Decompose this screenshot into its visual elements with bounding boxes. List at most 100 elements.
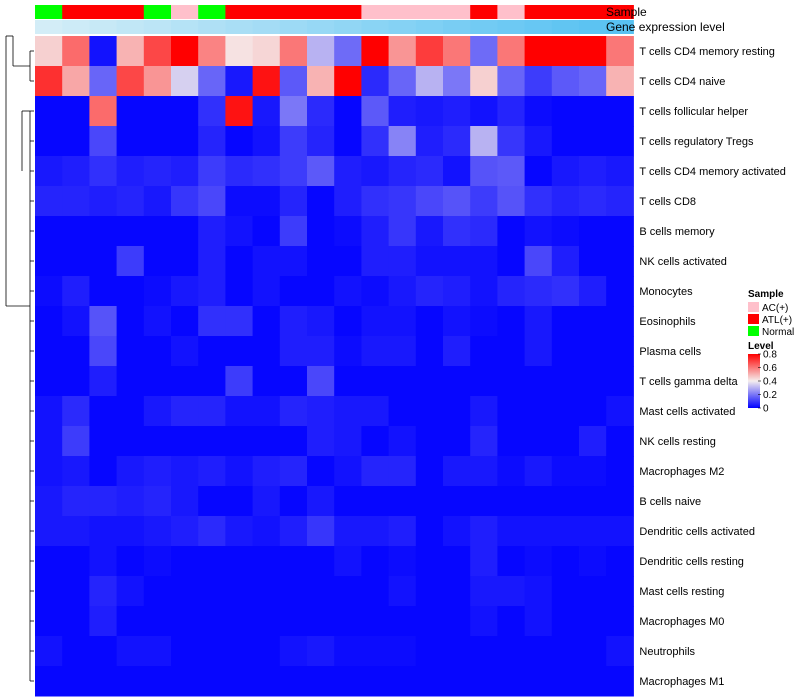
heatmap-cell (579, 276, 607, 307)
heatmap-cell (470, 636, 498, 667)
heatmap-cell (415, 156, 444, 187)
heatmap-cell (579, 126, 607, 157)
heatmap-cell (524, 666, 553, 697)
heatmap-cell (307, 606, 335, 637)
heatmap-cell (143, 456, 172, 487)
gene-annotation-cell (89, 20, 118, 34)
heatmap-cell (62, 486, 90, 517)
heatmap-cell (198, 276, 226, 307)
heatmap-cell (361, 36, 390, 67)
row-label: T cells CD4 memory activated (639, 166, 786, 178)
heatmap-cell (116, 276, 145, 307)
row-labels: T cells CD4 memory resting T cells CD4 na… (639, 46, 786, 688)
heatmap-cell (89, 336, 118, 367)
heatmap-cell (279, 246, 308, 277)
heatmap-cell (497, 246, 526, 277)
heatmap-cell (62, 606, 90, 637)
gene-annotation-cell (579, 20, 607, 34)
heatmap-cell (62, 366, 90, 397)
heatmap-cell (497, 306, 526, 337)
heatmap-cell (198, 516, 226, 547)
heatmap-cell (116, 186, 145, 217)
heatmap-cell (198, 66, 226, 97)
heatmap-cell (171, 216, 199, 247)
heatmap-cell (443, 216, 471, 247)
gene-annotation-cell (334, 20, 362, 34)
heatmap-cell (551, 456, 580, 487)
heatmap-cell (89, 246, 118, 277)
heatmap-cell (606, 336, 634, 367)
heatmap-cell (35, 366, 63, 397)
heatmap-cell (89, 126, 118, 157)
heatmap-cell (171, 96, 199, 127)
heatmap-cell (143, 636, 172, 667)
heatmap-cell (497, 636, 526, 667)
heatmap-cell (307, 126, 335, 157)
heatmap-cell (551, 606, 580, 637)
heatmap-cell (470, 246, 498, 277)
heatmap-cell (443, 156, 471, 187)
heatmap-cell (89, 576, 118, 607)
gene-annotation-cell (62, 20, 90, 34)
row-label: Dendritic cells resting (639, 556, 744, 568)
heatmap-cell (388, 36, 417, 67)
heatmap-cell (388, 186, 417, 217)
heatmap-cell (388, 156, 417, 187)
heatmap-cell (89, 366, 118, 397)
heatmap-cell (252, 36, 281, 67)
heatmap-cell (171, 366, 199, 397)
heatmap-cell (334, 456, 362, 487)
heatmap-cell (443, 516, 471, 547)
heatmap-cell (606, 186, 634, 217)
heatmap-cell (606, 396, 634, 427)
row-label: Eosinophils (639, 316, 696, 328)
heatmap-cell (252, 366, 281, 397)
heatmap-cell (334, 516, 362, 547)
row-label: T cells CD4 naive (639, 76, 725, 88)
heatmap-cell (307, 156, 335, 187)
heatmap-cell (143, 546, 172, 577)
heatmap-cell (171, 666, 199, 697)
heatmap-cell (470, 66, 498, 97)
heatmap-cell (524, 306, 553, 337)
heatmap-cell (443, 666, 471, 697)
heatmap-cell (62, 456, 90, 487)
heatmap-cell (143, 516, 172, 547)
heatmap-cell (143, 366, 172, 397)
heatmap-cell (606, 276, 634, 307)
heatmap-cell (606, 486, 634, 517)
heatmap-cell (198, 426, 226, 457)
heatmap-cell (116, 96, 145, 127)
heatmap-cell (279, 306, 308, 337)
heatmap-cell (307, 246, 335, 277)
heatmap-cell (62, 576, 90, 607)
heatmap-cell (579, 576, 607, 607)
heatmap-cell (171, 516, 199, 547)
heatmap-cell (415, 246, 444, 277)
heatmap-cell (62, 426, 90, 457)
heatmap-cell (35, 276, 63, 307)
heatmap-cell (388, 306, 417, 337)
heatmap-cell (143, 276, 172, 307)
heatmap-cell (497, 426, 526, 457)
heatmap-cell (143, 336, 172, 367)
heatmap-cell (307, 276, 335, 307)
heatmap-cell (35, 306, 63, 337)
heatmap-cell (225, 546, 254, 577)
heatmap-cell (361, 456, 390, 487)
heatmap-cell (551, 546, 580, 577)
heatmap-cell (579, 516, 607, 547)
heatmap-cell (116, 516, 145, 547)
gene-annotation-cell (252, 20, 281, 34)
heatmap-cell (225, 186, 254, 217)
heatmap-cell (143, 246, 172, 277)
heatmap-cell (143, 576, 172, 607)
heatmap-cell (279, 456, 308, 487)
heatmap-cell (89, 36, 118, 67)
heatmap-cell (524, 156, 553, 187)
sample-annotation-cell (116, 5, 145, 19)
heatmap-cell (524, 366, 553, 397)
heatmap-cell (606, 576, 634, 607)
heatmap-cell (198, 486, 226, 517)
sample-annotation-track (35, 5, 634, 19)
